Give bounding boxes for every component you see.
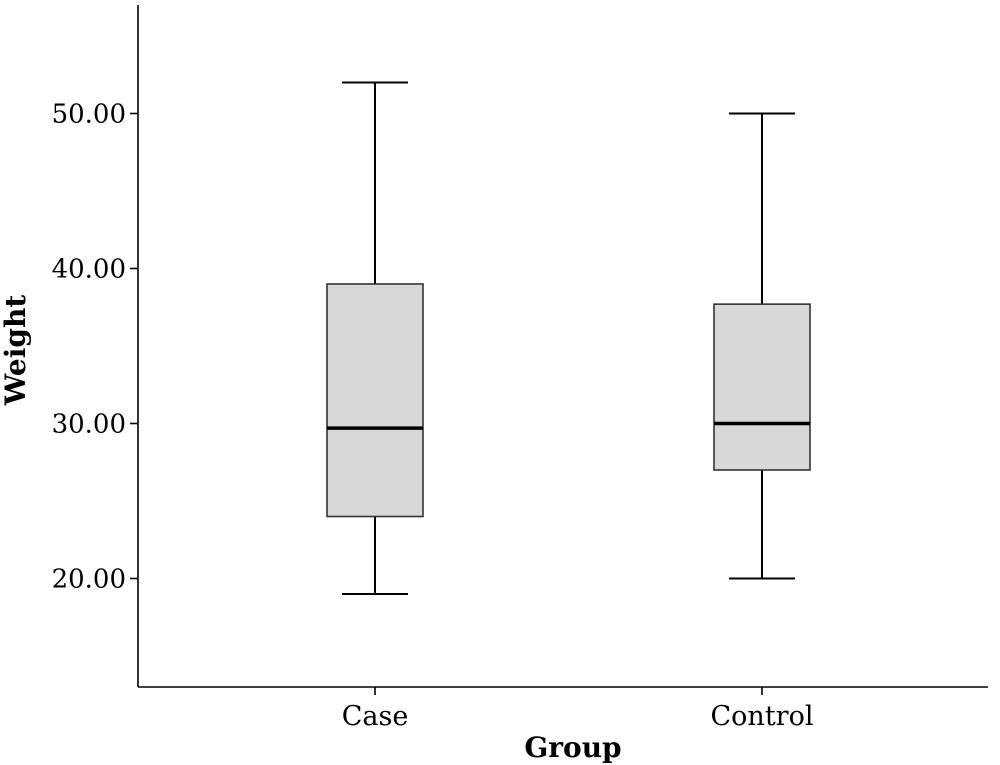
axes bbox=[137, 5, 988, 688]
y-axis-ticks: 20.00 30.00 40.00 50.00 bbox=[52, 100, 138, 595]
box-case bbox=[326, 81, 424, 595]
iqr-box bbox=[326, 283, 424, 518]
y-axis-title: Weight bbox=[0, 295, 32, 407]
iqr-box bbox=[713, 303, 811, 471]
x-tick-label: Control bbox=[711, 701, 814, 732]
y-tick-label: 40.00 bbox=[52, 255, 126, 285]
boxes bbox=[326, 81, 811, 595]
y-tick-label: 50.00 bbox=[52, 100, 126, 130]
box-control bbox=[713, 112, 811, 580]
x-tick-label: Case bbox=[342, 701, 409, 732]
x-axis-ticks: Case Control bbox=[342, 687, 814, 732]
y-tick-label: 20.00 bbox=[52, 565, 126, 595]
x-axis-title: Group bbox=[524, 731, 621, 764]
y-tick-label: 30.00 bbox=[52, 410, 126, 440]
